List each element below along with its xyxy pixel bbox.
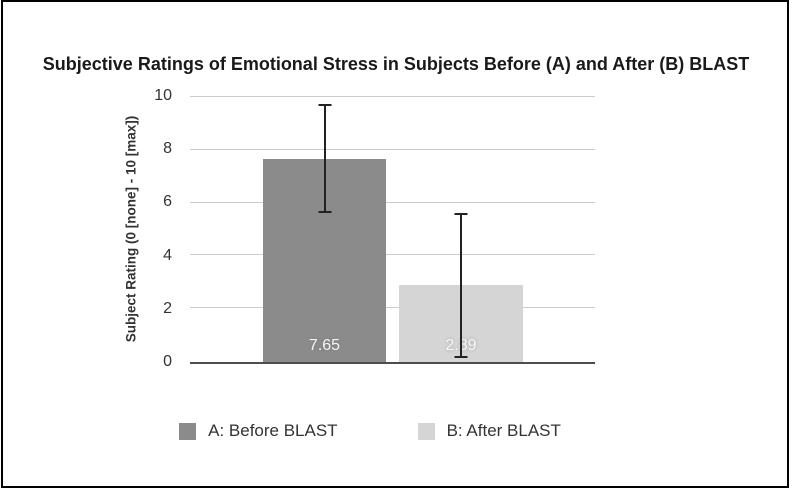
legend-label-after-blast: B: After BLAST [446, 421, 561, 440]
legend-label-before-blast: A: Before BLAST [208, 421, 338, 440]
legend-swatch-before-blast [179, 422, 197, 440]
error-bar-cap-top [454, 213, 468, 216]
y-tick-label: 10 [154, 87, 172, 104]
error-bar-cap-bottom [318, 211, 331, 214]
bar-group-before-blast: 7.65 [263, 96, 386, 362]
legend-item-after-blast: B: After BLAST [417, 421, 561, 441]
gridline [190, 148, 595, 150]
bar-group-after-blast: 2.89 [399, 96, 523, 362]
error-bar-cap-bottom [454, 356, 468, 358]
y-tick-label: 8 [163, 140, 172, 158]
plot-area: 7.65 2.89 [190, 96, 595, 364]
bar-value-label-before-blast: 7.65 [308, 337, 341, 354]
y-tick-label: 4 [163, 246, 172, 264]
gridline [190, 96, 595, 97]
legend: A: Before BLAST B: After BLAST [0, 421, 740, 441]
error-bar-cap-top [318, 103, 331, 106]
legend-item-before-blast: A: Before BLAST [179, 421, 338, 441]
gridline [190, 201, 595, 203]
y-tick-label: 2 [163, 299, 172, 317]
gridline [190, 254, 595, 256]
y-tick-label: 6 [163, 193, 172, 211]
gridline [190, 307, 595, 309]
gridlines [190, 96, 595, 360]
error-bar-after-blast [454, 213, 468, 358]
chart-title: Subjective Ratings of Emotional Stress i… [42, 54, 750, 74]
y-axis-tick-labels: 0 2 4 6 8 10 [120, 87, 172, 370]
error-bar-before-blast [318, 103, 331, 214]
legend-swatch-after-blast [417, 422, 435, 440]
y-tick-label: 0 [163, 353, 172, 370]
